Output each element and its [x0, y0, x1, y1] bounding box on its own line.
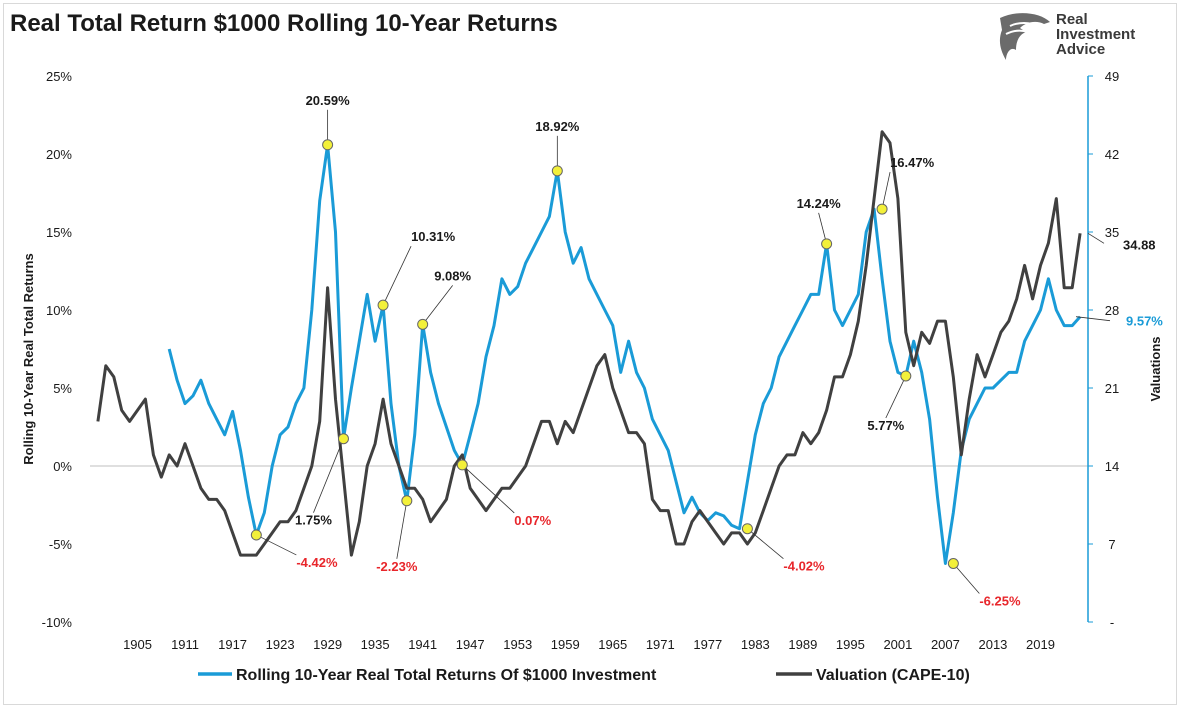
y-left-tick-label: 20% [46, 147, 72, 162]
annotation-leader [461, 464, 515, 514]
annotation-leader [1087, 232, 1105, 244]
annotation-leader [885, 375, 907, 419]
annotation-marker [401, 495, 413, 507]
annotation-leader [313, 438, 344, 513]
annotation-label: 10.31% [411, 229, 456, 244]
y-left-tick-label: 0% [53, 459, 72, 474]
annotation-leader [382, 245, 412, 306]
eagle-head-icon [999, 13, 1050, 61]
x-tick-label: 2001 [883, 637, 912, 652]
y-right-tick-label: 28 [1105, 303, 1119, 318]
annotation-leader [422, 285, 453, 325]
x-tick-label: 1905 [123, 637, 152, 652]
annotation-marker [551, 165, 563, 177]
y-left-tick-label: -5% [49, 537, 73, 552]
x-tick-label: 1917 [218, 637, 247, 652]
x-tick-label: 1953 [503, 637, 532, 652]
annotation-leader [256, 534, 297, 556]
annotation-leader [396, 500, 408, 559]
y-left-tick-label: 5% [53, 381, 72, 396]
y-left-axis-title: Rolling 10-Year Real Total Returns [21, 253, 36, 464]
annotation-label: 34.88 [1123, 237, 1156, 252]
chart-title: Real Total Return $1000 Rolling 10-Year … [10, 10, 558, 37]
chart-frame [3, 3, 1177, 705]
annotation-leader [747, 528, 784, 560]
returns-series-line [167, 143, 1082, 565]
y-right-tick-label: 7 [1108, 537, 1115, 552]
y-right-axis-title: Valuations [1148, 336, 1163, 401]
y-left-tick-label: 15% [46, 225, 72, 240]
annotation-marker [250, 529, 262, 541]
x-tick-label: 1947 [456, 637, 485, 652]
x-tick-label: 1989 [788, 637, 817, 652]
y-right-tick-label: 42 [1105, 147, 1119, 162]
x-tick-label: 1929 [313, 637, 342, 652]
annotation-marker [322, 139, 334, 151]
y-right-tick-label: - [1110, 615, 1114, 630]
legend-label-cape: Valuation (CAPE-10) [816, 667, 970, 684]
annotation-marker [337, 433, 349, 445]
annotation-marker [900, 370, 912, 382]
annotation-label: 14.24% [797, 196, 842, 211]
annotation-label: 9.08% [434, 268, 471, 283]
annotation-label: 1.75% [295, 513, 332, 528]
annotation-marker [947, 558, 959, 569]
annotation-marker [741, 523, 753, 535]
annotation-label: 9.57% [1126, 314, 1163, 329]
legend-label-returns: Rolling 10-Year Real Total Returns Of $1… [236, 667, 657, 684]
annotation-label: -2.23% [376, 559, 418, 574]
x-tick-label: 2007 [931, 637, 960, 652]
y-right-tick-label: 14 [1105, 459, 1119, 474]
x-tick-label: 1965 [598, 637, 627, 652]
y-left-tick-label: 25% [46, 69, 72, 84]
x-tick-label: 1923 [266, 637, 295, 652]
x-tick-label: 1941 [408, 637, 437, 652]
y-right-tick-label: 21 [1105, 381, 1119, 396]
y-left-tick-label: 10% [46, 303, 72, 318]
annotation-leader [881, 171, 891, 210]
annotation-label: -6.25% [979, 594, 1021, 609]
y-right-tick-label: 49 [1105, 69, 1119, 84]
x-tick-label: 1977 [693, 637, 722, 652]
annotation-label: 0.07% [514, 513, 551, 528]
x-tick-label: 1983 [741, 637, 770, 652]
brand-line-3: Advice [1056, 41, 1106, 58]
y-right-tick-label: 35 [1105, 225, 1119, 240]
annotation-marker [876, 203, 888, 215]
annotation-label: 18.92% [535, 119, 580, 134]
cape-series-line [96, 130, 1082, 557]
annotation-leader [1075, 316, 1111, 322]
x-tick-label: 2019 [1026, 637, 1055, 652]
annotation-leader [953, 563, 980, 594]
annotation-label: 5.77% [867, 418, 904, 433]
x-tick-label: 1959 [551, 637, 580, 652]
x-tick-label: 1971 [646, 637, 675, 652]
annotation-label: -4.42% [296, 555, 338, 570]
annotation-label: 20.59% [306, 93, 351, 108]
annotation-marker [417, 318, 429, 330]
annotation-marker [377, 299, 389, 311]
y-left-tick-label: -10% [42, 615, 73, 630]
annotation-label: 16.47% [890, 155, 935, 170]
brand-line-1: Real [1056, 11, 1088, 28]
annotation-marker [456, 459, 468, 471]
x-tick-label: 1995 [836, 637, 865, 652]
brand-logo: Real Investment Advice [996, 10, 1156, 62]
annotation-marker [821, 238, 833, 250]
x-tick-label: 1935 [361, 637, 390, 652]
x-tick-label: 1911 [171, 637, 199, 652]
brand-line-2: Investment [1056, 26, 1136, 43]
x-tick-label: 2013 [978, 637, 1007, 652]
annotation-label: -4.02% [783, 559, 825, 574]
